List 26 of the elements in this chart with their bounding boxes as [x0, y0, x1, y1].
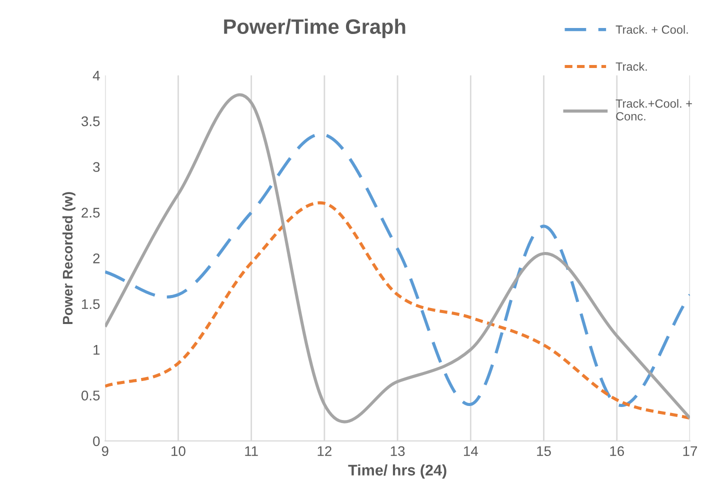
- legend-label: Track.: [616, 62, 647, 71]
- line-series: [105, 202, 690, 420]
- x-tick-label: 16: [610, 446, 624, 456]
- x-tick-label: 15: [537, 446, 551, 456]
- y-tick-label: 3: [93, 162, 100, 172]
- legend-label: Track. + Cool.: [616, 25, 688, 34]
- x-tick-label: 13: [390, 446, 405, 456]
- x-tick-label: 14: [464, 446, 478, 456]
- y-tick-label: 1: [94, 345, 100, 355]
- y-tick-label: 0.5: [81, 390, 100, 400]
- x-tick-label: 17: [683, 446, 698, 456]
- y-tick-label: 2.5: [82, 208, 100, 218]
- x-tick-label: 9: [102, 446, 108, 456]
- x-tick-label: 11: [245, 446, 258, 456]
- y-tick-label: 0: [93, 436, 100, 446]
- y-tick-label: 4: [92, 70, 100, 80]
- x-tick-label: 10: [172, 446, 186, 456]
- legend-label: Track.+Cool. + Conc.: [616, 99, 692, 120]
- y-axis-title: Power Recorded (w): [62, 192, 76, 324]
- x-tick-label: 12: [318, 446, 332, 456]
- y-tick-label: 2: [93, 254, 100, 264]
- y-tick-label: 1.5: [82, 299, 100, 310]
- x-axis-title: Time/ hrs (24): [348, 464, 446, 479]
- line-series: [105, 133, 690, 407]
- y-tick-label: 3.5: [81, 116, 100, 126]
- chart-title: Power/Time Graph: [224, 18, 406, 38]
